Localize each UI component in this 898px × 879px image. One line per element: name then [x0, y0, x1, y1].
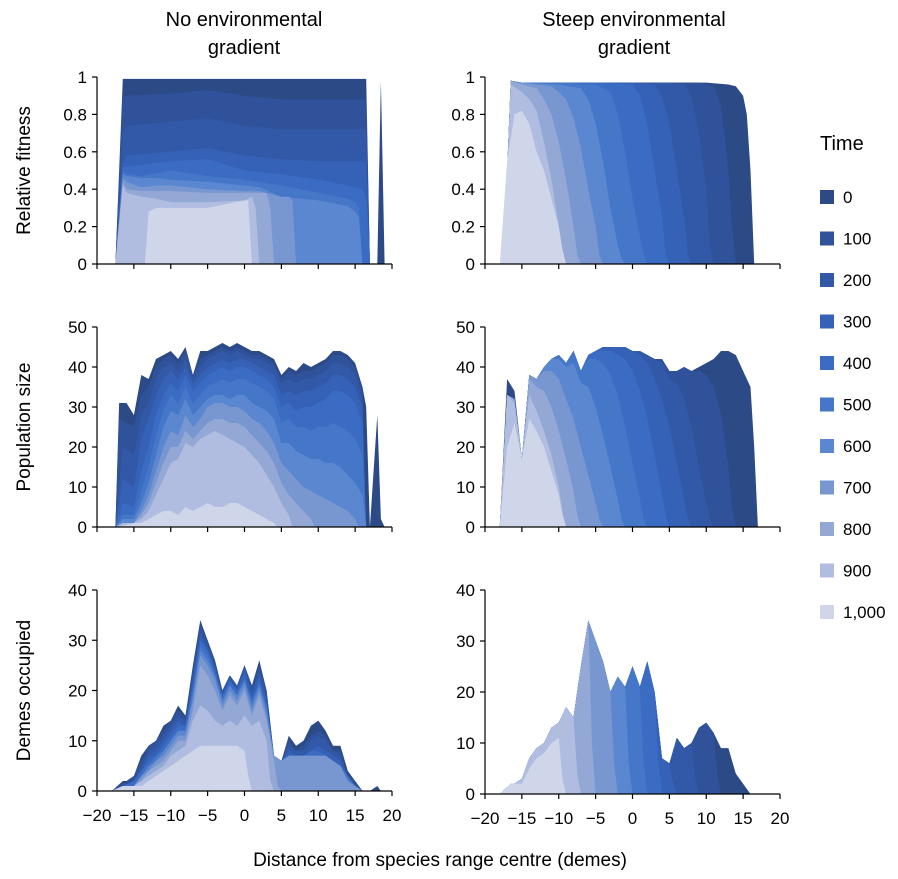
no-gradient-demes-panel: 0 10 20 30 40 −20 −15 −10 −5 0 5 10 15 20 Demes occupi…	[14, 581, 401, 825]
no-gradient-demes-area-time-1000	[111, 745, 252, 791]
legend-swatch-900	[820, 563, 834, 578]
legend-label-600: 600	[843, 437, 871, 456]
no-gradient-demes-y-tick-label: 40	[68, 581, 87, 600]
legend-label-1000: 1,000	[843, 603, 886, 622]
legend-swatch-800	[820, 522, 834, 536]
steep-gradient-population-y-tick-label: 20	[456, 438, 475, 457]
steep-gradient-demes-x-tick-label: 20	[771, 809, 790, 828]
legend-swatch-500	[820, 397, 834, 412]
steep-gradient-demes-y-tick-label: 40	[456, 581, 475, 600]
steep-gradient-demes-x-tick-label: 10	[697, 809, 716, 828]
legend-swatch-300	[820, 314, 834, 329]
steep-gradient-demes-x-tick-label: −10	[544, 809, 573, 828]
no-gradient-population-y-tick-label: 40	[68, 358, 87, 377]
no-gradient-demes-y-tick-label: 0	[78, 782, 87, 801]
legend-swatch-400	[820, 356, 834, 370]
no-gradient-fitness-y-tick-label: 0.8	[63, 105, 87, 124]
no-gradient-population-y-tick-label: 0	[78, 518, 87, 537]
steep-gradient-fitness-y-tick-label: 0.2	[451, 218, 475, 237]
steep-gradient-demes-x-tick-label: 15	[734, 809, 753, 828]
x-axis-label: Distance from species range centre (deme…	[253, 850, 627, 871]
no-gradient-fitness-y-tick-label: 1	[78, 68, 87, 87]
no-gradient-demes-x-tick-label: −5	[198, 806, 217, 825]
legend: 0 100 200 300 400 500 600 700 800 900 1,000	[820, 188, 886, 622]
steep-gradient-demes-y-tick-label: 0	[466, 785, 475, 804]
legend-swatch-200	[820, 273, 834, 287]
no-gradient-demes-x-tick-label: 10	[309, 806, 328, 825]
steep-gradient-population-area-time-1000	[499, 419, 567, 527]
legend-label-400: 400	[843, 354, 871, 373]
no-gradient-demes-x-tick-label: −10	[156, 806, 185, 825]
steep-gradient-demes-y-tick-label: 30	[456, 632, 475, 651]
no-gradient-population-y-tick-label: 10	[68, 478, 87, 497]
no-gradient-fitness-panel: 0 0.2 0.4 0.6 0.8 1 Relative fitness	[14, 68, 393, 274]
steep-gradient-population-panel: 0 10 20 30 40 50	[456, 318, 781, 537]
panels: 0 0.2 0.4 0.6 0.8 1 Relative fitness 0 0.2 0.4 0.6…	[14, 68, 789, 828]
steep-gradient-demes-x-tick-label: 5	[665, 809, 674, 828]
no-gradient-fitness-area-time-1000	[144, 200, 252, 264]
steep-gradient-fitness-y-tick-label: 0.6	[451, 143, 475, 162]
steep-gradient-fitness-y-tick-label: 0.4	[451, 180, 475, 199]
steep-gradient-demes-y-tick-label: 10	[456, 734, 475, 753]
legend-label-0: 0	[843, 188, 852, 207]
steep-gradient-population-y-tick-label: 0	[466, 518, 475, 537]
steep-gradient-population-y-tick-label: 10	[456, 478, 475, 497]
no-gradient-population-panel: 0 10 20 30 40 50 Population size	[14, 318, 393, 537]
legend-swatch-700	[820, 480, 834, 495]
legend-swatch-600	[820, 439, 834, 453]
legend-label-100: 100	[843, 230, 871, 249]
steep-gradient-demes-area-time-1000	[499, 737, 567, 794]
legend-label-200: 200	[843, 271, 871, 290]
steep-gradient-population-y-tick-label: 50	[456, 318, 475, 337]
no-gradient-demes-y-tick-label: 30	[68, 631, 87, 650]
steep-gradient-demes-y-tick-label: 20	[456, 683, 475, 702]
steep-gradient-fitness-y-tick-label: 0	[466, 255, 475, 274]
steep-gradient-fitness-y-tick-label: 0.8	[451, 105, 475, 124]
steep-gradient-fitness-panel: 0 0.2 0.4 0.6 0.8 1	[451, 68, 781, 274]
col-title-right-line1: Steep environmental	[542, 9, 725, 31]
legend-label-300: 300	[843, 313, 871, 332]
legend-swatch-1000	[820, 605, 834, 619]
no-gradient-demes-y-axis-label: Demes occupied	[14, 620, 35, 762]
legend-title: Time	[820, 133, 864, 155]
col-title-right-line2: gradient	[598, 37, 671, 59]
steep-gradient-demes-panel: 0 10 20 30 40 −20 −15 −10 −5 0 5 10 15 20	[456, 581, 789, 828]
no-gradient-demes-x-tick-label: 20	[383, 806, 402, 825]
steep-gradient-population-y-tick-label: 30	[456, 398, 475, 417]
no-gradient-demes-x-tick-label: 15	[346, 806, 365, 825]
legend-label-800: 800	[843, 520, 871, 539]
no-gradient-fitness-y-tick-label: 0	[78, 255, 87, 274]
steep-gradient-population-y-tick-label: 40	[456, 358, 475, 377]
no-gradient-demes-x-tick-label: −15	[119, 806, 148, 825]
legend-swatch-100	[820, 231, 834, 246]
no-gradient-demes-x-tick-label: 0	[240, 806, 249, 825]
no-gradient-population-y-tick-label: 50	[68, 318, 87, 337]
col-title-left-line1: No environmental	[166, 9, 323, 31]
no-gradient-population-area-time-900	[115, 431, 293, 527]
no-gradient-population-y-axis-label: Population size	[14, 363, 35, 492]
no-gradient-demes-y-tick-label: 20	[68, 682, 87, 701]
legend-label-900: 900	[843, 562, 871, 581]
no-gradient-population-area-time-1000	[115, 503, 278, 527]
no-gradient-fitness-y-tick-label: 0.2	[63, 218, 87, 237]
steep-gradient-fitness-area-time-1000	[499, 110, 567, 264]
no-gradient-population-y-tick-label: 20	[68, 438, 87, 457]
no-gradient-fitness-y-tick-label: 0.4	[63, 180, 87, 199]
no-gradient-fitness-y-tick-label: 0.6	[63, 143, 87, 162]
no-gradient-demes-x-tick-label: −20	[83, 806, 112, 825]
steep-gradient-demes-x-tick-label: −5	[586, 809, 605, 828]
steep-gradient-demes-x-tick-label: 0	[628, 809, 637, 828]
legend-label-700: 700	[843, 479, 871, 498]
no-gradient-demes-x-tick-label: 5	[277, 806, 286, 825]
no-gradient-fitness-y-axis-label: Relative fitness	[14, 106, 35, 235]
no-gradient-population-y-tick-label: 30	[68, 398, 87, 417]
col-title-left-line2: gradient	[208, 37, 281, 59]
legend-label-500: 500	[843, 396, 871, 415]
steep-gradient-demes-x-tick-label: −15	[507, 809, 536, 828]
steep-gradient-demes-x-tick-label: −20	[471, 809, 500, 828]
no-gradient-demes-y-tick-label: 10	[68, 732, 87, 751]
steep-gradient-fitness-y-tick-label: 1	[466, 68, 475, 87]
legend-swatch-0	[820, 190, 834, 204]
